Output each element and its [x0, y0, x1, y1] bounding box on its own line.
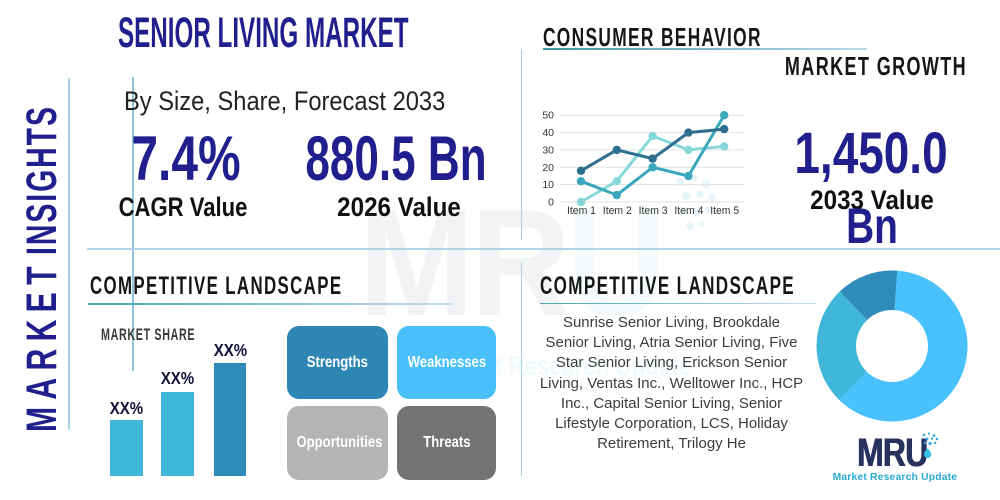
- svg-text:Item 1: Item 1: [567, 205, 596, 217]
- svg-text:Item 4: Item 4: [674, 205, 703, 217]
- svg-text:50: 50: [542, 110, 554, 122]
- svg-text:Item 3: Item 3: [639, 205, 668, 217]
- svg-text:40: 40: [542, 127, 554, 139]
- svg-text:Item 5: Item 5: [710, 205, 739, 217]
- svg-text:30: 30: [542, 144, 554, 156]
- svg-text:10: 10: [542, 179, 554, 191]
- svg-text:Item 2: Item 2: [603, 205, 632, 217]
- svg-text:20: 20: [542, 162, 554, 174]
- svg-text:0: 0: [548, 197, 554, 209]
